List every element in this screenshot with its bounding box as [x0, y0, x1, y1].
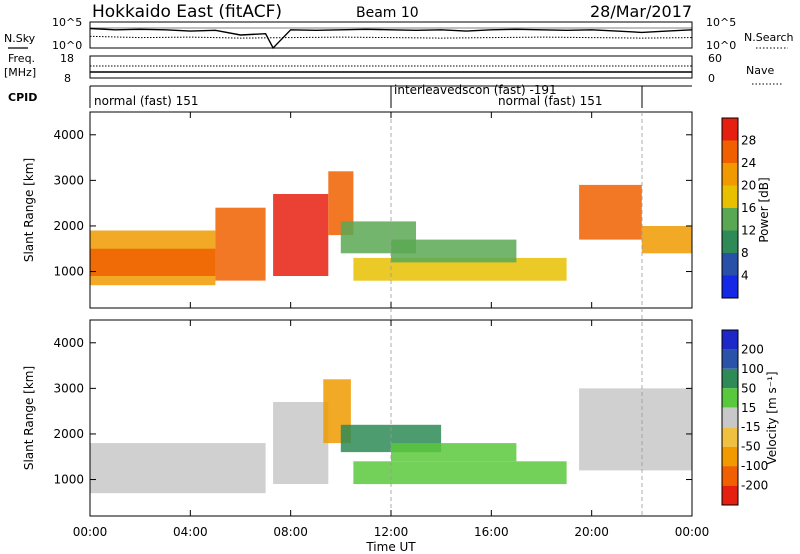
nave-bottom-tick: 0	[708, 72, 715, 85]
freq-label-line2: [MHz]	[4, 66, 36, 79]
velocity-colorbar-swatch-8	[722, 485, 738, 505]
velocity-colorbar-swatch-7	[722, 466, 738, 486]
velocity-colorbar-swatch-2	[722, 368, 738, 389]
velocity-colorbar-tick: -100	[741, 459, 768, 473]
velocity-colorbar-swatch-6	[722, 446, 738, 467]
nave-top-tick: 60	[708, 52, 722, 65]
heatmap-region-6	[579, 388, 692, 471]
velocity-colorbar-tick: -15	[741, 420, 761, 434]
y-tick-label: 2000	[53, 219, 84, 233]
date-label: 28/Mar/2017	[590, 2, 692, 21]
power-colorbar-swatch-2	[722, 230, 738, 253]
heatmap-region-5	[391, 443, 517, 462]
y-tick-label: 2000	[53, 427, 84, 441]
power-colorbar-swatch-4	[722, 185, 738, 208]
freq-label-line1: Freq.	[8, 52, 35, 65]
velocity-colorbar-swatch-4	[722, 407, 738, 428]
x-tick-label: 16:00	[474, 525, 509, 539]
y-tick-label: 1000	[53, 473, 84, 487]
x-tick-label: 12:00	[374, 525, 409, 539]
heatmap-region-1	[273, 402, 329, 484]
freq-panel	[89, 55, 693, 79]
x-tick-label: 08:00	[273, 525, 308, 539]
cpid-label: CPID	[8, 91, 37, 104]
cpid-segment-1: normal (fast) 151	[94, 94, 198, 108]
nsearch-top-tick: 10^5	[706, 16, 736, 29]
cpid-segment-3: normal (fast) 151	[498, 94, 602, 108]
nave-label: Nave	[746, 64, 774, 77]
heatmap-region-9	[641, 226, 692, 254]
power-colorbar-swatch-0	[722, 275, 738, 298]
velocity-colorbar-tick: 200	[741, 342, 764, 356]
velocity-colorbar-swatch-0	[722, 330, 738, 350]
nsky-panel	[89, 21, 693, 49]
velocity-colorbar-frame	[721, 329, 739, 506]
x-axis-label: Time UT	[365, 540, 416, 554]
power-colorbar-tick: 20	[741, 179, 756, 193]
velocity-colorbar-tick: -200	[741, 479, 768, 493]
power-colorbar-tick: 28	[741, 134, 756, 148]
velocity-y-label: Slant Range [km]	[22, 366, 36, 470]
x-tick-label: 00:00	[73, 525, 108, 539]
power-colorbar-tick: 12	[741, 224, 756, 238]
power-colorbar: 4 8 12 16 20 24 28	[721, 117, 756, 299]
power-colorbar-swatch-7	[722, 118, 738, 141]
velocity-colorbar-label: Velocity [m s⁻¹]	[765, 371, 779, 464]
power-heatmap	[90, 171, 692, 286]
nsky-bottom-tick: 10^0	[52, 39, 82, 52]
velocity-colorbar-swatch-1	[722, 349, 738, 369]
velocity-y-axis: 1000 2000 3000 4000	[53, 336, 692, 487]
power-colorbar-swatch-5	[722, 163, 738, 186]
power-colorbar-label: Power [dB]	[757, 177, 771, 242]
y-tick-label: 4000	[53, 336, 84, 350]
nsearch-series	[89, 35, 693, 39]
y-tick-label: 1000	[53, 265, 84, 279]
y-tick-label: 3000	[53, 381, 84, 395]
velocity-heatmap	[90, 379, 692, 494]
beam-label: Beam 10	[356, 5, 419, 21]
velocity-colorbar-tick: 15	[741, 401, 756, 415]
velocity-colorbar-swatch-3	[722, 388, 738, 408]
heatmap-region-8	[579, 184, 642, 240]
cpid-segment-2: interleavedscon (fast) -191	[394, 83, 557, 97]
power-y-label: Slant Range [km]	[22, 158, 36, 262]
time-x-axis: 00:00 04:00 08:00 12:00 16:00 20:00 00:00	[73, 112, 710, 539]
power-colorbar-swatch-3	[722, 208, 738, 231]
heatmap-region-4	[353, 461, 567, 485]
velocity-colorbar-swatch-5	[722, 427, 738, 447]
power-colorbar-tick: 8	[741, 246, 749, 260]
heatmap-region-6	[353, 257, 567, 281]
power-colorbar-frame	[721, 117, 739, 299]
freq-top-tick: 18	[60, 52, 74, 65]
velocity-colorbar-tick: 100	[741, 362, 764, 376]
heatmap-region-1	[90, 248, 216, 276]
nsky-label: N.Sky	[4, 32, 36, 45]
power-colorbar-swatch-1	[722, 253, 738, 276]
heatmap-region-3	[273, 194, 329, 276]
y-tick-label: 3000	[53, 173, 84, 187]
heatmap-region-2	[215, 207, 266, 281]
x-tick-label: 00:00	[675, 525, 710, 539]
nsky-top-tick: 10^5	[52, 16, 82, 29]
freq-bottom-tick: 8	[64, 72, 71, 85]
power-colorbar-swatch-6	[722, 140, 738, 163]
nsearch-label: N.Search	[744, 31, 794, 44]
x-tick-label: 20:00	[574, 525, 609, 539]
power-colorbar-tick: 24	[741, 156, 756, 170]
x-tick-label: 04:00	[173, 525, 208, 539]
heatmap-region-7	[391, 239, 517, 263]
station-title: Hokkaido East (fitACF)	[92, 2, 282, 22]
y-tick-label: 4000	[53, 128, 84, 142]
power-y-axis: 1000 2000 3000 4000	[53, 128, 692, 279]
power-colorbar-tick: 4	[741, 269, 749, 283]
velocity-colorbar-tick: -50	[741, 440, 761, 454]
velocity-colorbar: 200 100 50 15 -15 -50 -100 -200	[721, 329, 768, 506]
power-colorbar-tick: 16	[741, 201, 756, 215]
heatmap-region-0	[90, 443, 266, 494]
nsky-series	[89, 27, 693, 50]
velocity-colorbar-tick: 50	[741, 381, 756, 395]
nsearch-bottom-tick: 10^0	[706, 39, 736, 52]
